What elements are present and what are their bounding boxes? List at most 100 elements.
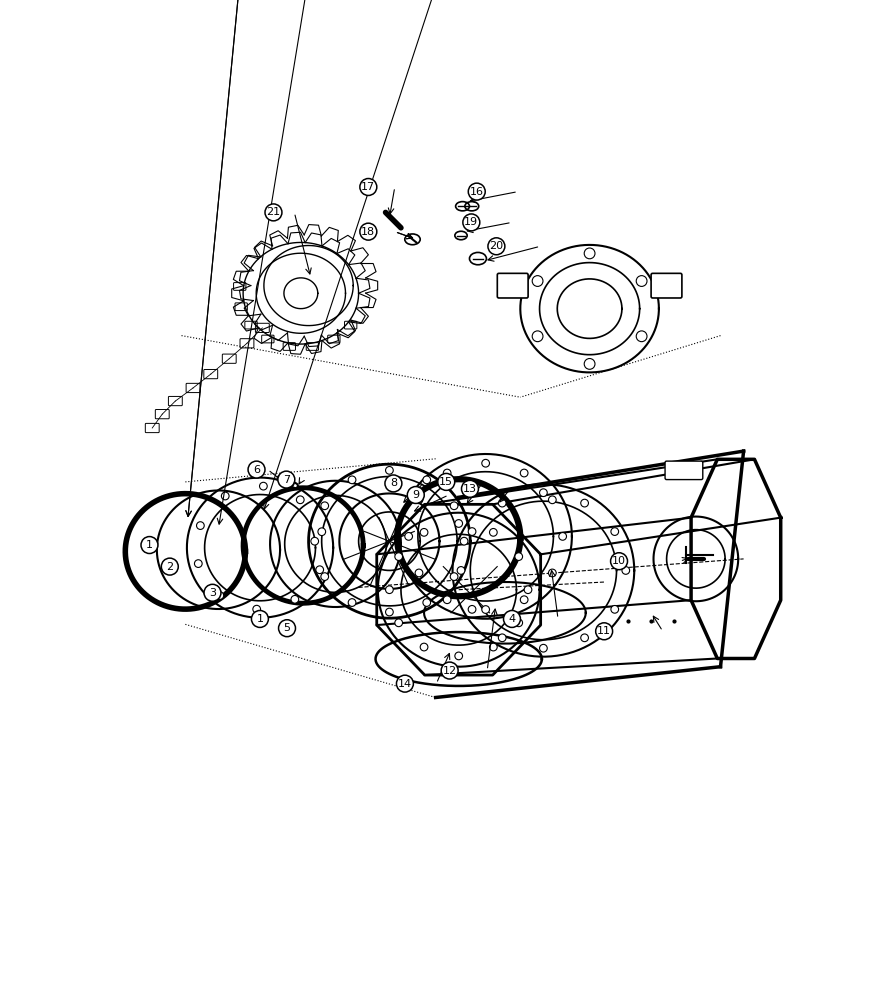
Circle shape	[360, 223, 377, 240]
Text: 14: 14	[398, 679, 412, 689]
Circle shape	[622, 567, 630, 574]
Circle shape	[204, 584, 221, 601]
Circle shape	[532, 331, 543, 342]
Circle shape	[248, 461, 265, 478]
Text: 21: 21	[267, 207, 281, 217]
Circle shape	[548, 496, 556, 504]
Circle shape	[636, 331, 647, 342]
Circle shape	[468, 183, 485, 200]
Circle shape	[460, 537, 468, 545]
Circle shape	[482, 459, 489, 467]
Circle shape	[385, 608, 393, 616]
Text: 1: 1	[146, 540, 153, 550]
Circle shape	[441, 662, 458, 679]
Text: 13: 13	[463, 484, 477, 494]
Circle shape	[539, 489, 547, 497]
Text: 10: 10	[612, 556, 626, 566]
Circle shape	[385, 586, 393, 594]
Circle shape	[161, 558, 179, 575]
Circle shape	[265, 204, 282, 221]
Circle shape	[581, 634, 589, 642]
Circle shape	[455, 520, 463, 527]
Text: 4: 4	[509, 614, 516, 624]
Circle shape	[581, 499, 589, 507]
Circle shape	[260, 482, 268, 490]
Circle shape	[421, 529, 428, 536]
Circle shape	[253, 605, 260, 613]
Circle shape	[596, 623, 612, 640]
Circle shape	[444, 596, 451, 604]
Circle shape	[611, 605, 619, 613]
Circle shape	[395, 619, 402, 627]
Circle shape	[196, 522, 204, 529]
Text: 16: 16	[470, 187, 484, 197]
Circle shape	[311, 537, 319, 545]
Circle shape	[141, 537, 158, 554]
Circle shape	[318, 528, 326, 536]
Circle shape	[584, 248, 595, 259]
Text: 18: 18	[362, 227, 376, 237]
Text: 2: 2	[166, 562, 173, 572]
Text: 7: 7	[282, 475, 290, 485]
Circle shape	[468, 528, 476, 535]
Circle shape	[437, 473, 455, 490]
Text: 12: 12	[443, 666, 457, 676]
Circle shape	[278, 471, 295, 488]
Circle shape	[348, 599, 356, 606]
Circle shape	[252, 610, 268, 627]
Circle shape	[360, 179, 377, 195]
Text: 8: 8	[390, 478, 397, 488]
Text: 20: 20	[489, 241, 503, 251]
Text: 11: 11	[598, 626, 611, 636]
Circle shape	[524, 586, 532, 594]
Circle shape	[216, 592, 224, 599]
Circle shape	[407, 487, 424, 503]
Text: 9: 9	[412, 490, 420, 500]
Circle shape	[611, 528, 619, 535]
Circle shape	[482, 606, 489, 613]
Circle shape	[385, 475, 402, 492]
Circle shape	[520, 596, 528, 604]
Circle shape	[498, 499, 506, 507]
Circle shape	[444, 469, 451, 477]
Circle shape	[463, 214, 480, 231]
Circle shape	[515, 553, 523, 560]
Circle shape	[532, 276, 543, 286]
Circle shape	[611, 553, 627, 570]
FancyBboxPatch shape	[665, 461, 703, 480]
Circle shape	[316, 566, 324, 574]
Text: 1: 1	[256, 614, 263, 624]
Circle shape	[397, 675, 414, 692]
Circle shape	[489, 529, 497, 536]
Circle shape	[415, 496, 422, 504]
Circle shape	[423, 599, 430, 606]
Circle shape	[503, 610, 520, 627]
Circle shape	[455, 652, 463, 660]
Circle shape	[423, 476, 430, 484]
Circle shape	[461, 480, 479, 497]
Circle shape	[584, 359, 595, 369]
Circle shape	[636, 276, 647, 286]
Circle shape	[488, 238, 505, 255]
Text: 15: 15	[439, 477, 453, 487]
Circle shape	[222, 492, 229, 500]
Circle shape	[421, 643, 428, 651]
Circle shape	[548, 569, 556, 577]
Circle shape	[515, 619, 523, 627]
Circle shape	[520, 469, 528, 477]
Text: 6: 6	[253, 465, 260, 475]
Circle shape	[321, 502, 328, 510]
Circle shape	[279, 620, 296, 637]
Circle shape	[321, 573, 328, 580]
Circle shape	[297, 496, 304, 504]
Circle shape	[194, 560, 202, 567]
Text: 5: 5	[283, 623, 290, 633]
Circle shape	[559, 533, 567, 540]
Circle shape	[348, 476, 356, 484]
Circle shape	[395, 553, 402, 560]
Text: 17: 17	[362, 182, 376, 192]
Text: 19: 19	[465, 217, 479, 227]
Circle shape	[489, 643, 497, 651]
Circle shape	[458, 567, 465, 574]
Circle shape	[498, 634, 506, 642]
